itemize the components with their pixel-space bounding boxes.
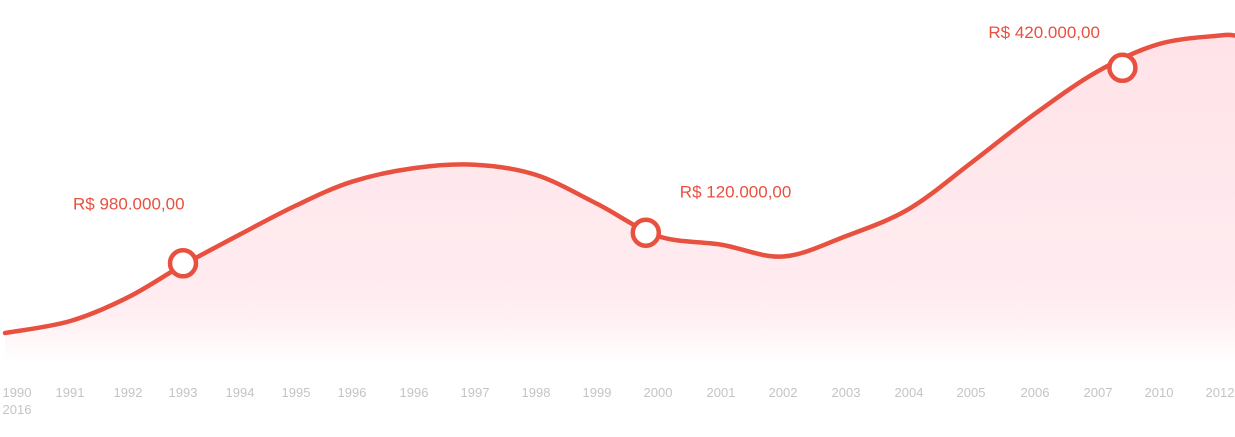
data-point-marker[interactable] (630, 217, 662, 248)
x-tick-label: 2002 (769, 385, 798, 400)
x-tick-label: 1999 (583, 385, 612, 400)
x-tick-label: 1993 (169, 385, 198, 400)
data-markers (167, 52, 1138, 279)
x-tick-label: 1992 (114, 385, 143, 400)
value-labels: R$ 980.000,00 R$ 120.000,00 R$ 420.000,00 (73, 23, 1100, 214)
x-tick-label: 2016 (3, 402, 32, 417)
x-tick-label: 1998 (522, 385, 551, 400)
x-tick-label: 1996 (338, 385, 367, 400)
x-tick-label: 2010 (1145, 385, 1174, 400)
data-point-marker[interactable] (1107, 52, 1138, 84)
x-tick-label: 2004 (895, 385, 924, 400)
x-tick-label: 1996 (400, 385, 429, 400)
x-tick-label: 2006 (1021, 385, 1050, 400)
x-tick-label: 2012 (1206, 385, 1235, 400)
x-tick-label: 2001 (707, 385, 736, 400)
x-tick-label: 2005 (957, 385, 986, 400)
data-point-marker[interactable] (167, 248, 199, 279)
data-point-value-label: R$ 420.000,00 (988, 23, 1100, 42)
x-tick-label: 1995 (282, 385, 311, 400)
data-point-value-label: R$ 980.000,00 (73, 194, 185, 213)
x-tick-label: 2003 (832, 385, 861, 400)
x-tick-label: 2000 (644, 385, 673, 400)
x-axis: 1990 1991 1992 1993 1994 1995 1996 1996 1997 1998… (3, 385, 1235, 417)
x-tick-label: 1994 (226, 385, 255, 400)
data-point-value-label: R$ 120.000,00 (680, 183, 792, 202)
x-tick-label: 1990 (3, 385, 32, 400)
x-tick-label: 1991 (56, 385, 85, 400)
x-tick-label: 2007 (1084, 385, 1113, 400)
area-fill (5, 34, 1235, 362)
x-tick-label: 1997 (461, 385, 490, 400)
